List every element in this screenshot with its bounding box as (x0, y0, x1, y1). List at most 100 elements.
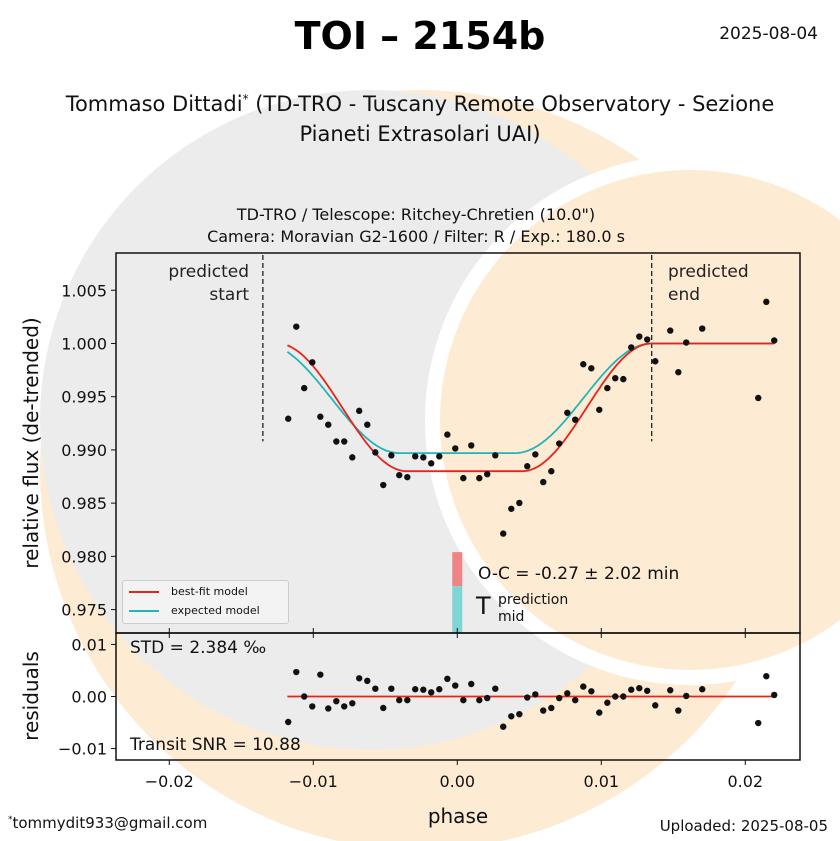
data-point (436, 453, 443, 460)
light-curve-panel (115, 252, 801, 634)
residual-point (652, 702, 659, 709)
residual-point (516, 710, 523, 718)
data-point (620, 375, 627, 383)
residual-point (404, 696, 411, 704)
data-point (699, 325, 706, 332)
residual-point (532, 691, 539, 698)
residual-point (420, 686, 427, 693)
data-point (612, 374, 619, 382)
residual-point (412, 686, 419, 693)
data-point (301, 384, 308, 392)
data-point (771, 337, 778, 344)
data-point (356, 407, 363, 415)
residual-point (476, 696, 483, 704)
data-point (636, 333, 643, 340)
data-point (524, 463, 531, 470)
x-tick-label: −0.01 (289, 772, 338, 791)
residual-point (620, 693, 627, 700)
residual-point (771, 691, 778, 699)
uploaded-date: Uploaded: 2025-08-05 (659, 817, 828, 835)
residual-point (341, 703, 348, 710)
legend-swatch-best-fit (129, 590, 159, 593)
data-point (556, 440, 563, 447)
y-axis-label: relative flux (de-trended) (19, 317, 43, 568)
data-point (675, 369, 682, 376)
residual-point (428, 689, 435, 696)
residual-point (683, 692, 690, 700)
predicted-end-label-1: predicted (668, 262, 749, 282)
residual-point (548, 704, 555, 712)
residual-point (460, 696, 467, 704)
tmid-main: T (476, 592, 491, 620)
predicted-end-label-2: end (668, 285, 700, 305)
data-point (683, 339, 690, 346)
data-point (548, 468, 555, 475)
data-point (325, 421, 332, 428)
residual-point (285, 718, 292, 726)
data-point (444, 431, 451, 438)
data-point (572, 416, 579, 423)
residual-point (556, 694, 563, 702)
data-point (404, 473, 411, 481)
std-annotation: STD = 2.384 ‰ (130, 638, 266, 658)
data-point (644, 336, 651, 343)
data-point (396, 471, 403, 479)
data-point (349, 454, 356, 461)
residual-point (612, 693, 619, 700)
data-point (604, 384, 611, 392)
residual-point (699, 686, 706, 693)
residual-point (333, 697, 340, 705)
legend-item-expected: expected model (129, 604, 260, 617)
subtitle-line-2: Camera: Moravian G2-1600 / Filter: R / E… (207, 227, 625, 246)
x-tick-label: 0.00 (439, 772, 475, 791)
email-mark: * (8, 815, 13, 825)
residual-point (317, 671, 324, 678)
residual-point (293, 668, 300, 676)
data-point (628, 344, 635, 351)
residual-point (644, 687, 651, 694)
residual-point (636, 684, 643, 692)
residual-y-tick-label: 0.00 (71, 688, 107, 707)
data-point (452, 445, 459, 452)
data-point (484, 470, 491, 478)
tmid-subscript: mid (498, 609, 525, 625)
data-point (540, 478, 547, 486)
data-point (755, 394, 762, 402)
tmid-annotation: T prediction mid (476, 592, 568, 625)
y-tick-label: 1.005 (61, 281, 107, 300)
y-tick-label: 0.995 (61, 388, 107, 407)
y-tick-label: 1.000 (61, 334, 107, 353)
data-point (420, 454, 427, 461)
data-point (333, 438, 340, 445)
residual-point (468, 680, 475, 688)
subtitle-line-1: TD-TRO / Telescope: Ritchey-Chretien (10… (236, 205, 596, 224)
residual-point (388, 685, 395, 692)
x-tick-label: −0.02 (145, 772, 194, 791)
residual-point (364, 677, 371, 685)
predicted-start-label-2: start (209, 285, 249, 305)
author-name: Tommaso Dittadi (65, 92, 243, 116)
data-point (532, 451, 539, 458)
best-fit-model-line (287, 342, 775, 473)
data-point (468, 442, 475, 449)
data-point (476, 474, 483, 482)
residual-point (604, 699, 611, 706)
residual-point (667, 687, 674, 694)
data-point (652, 358, 659, 365)
tmid-bar (452, 586, 463, 633)
residual-point (301, 693, 308, 700)
data-point (372, 449, 379, 456)
residual-y-tick-label: −0.01 (58, 740, 107, 759)
y-tick-label: 0.980 (61, 547, 107, 566)
residual-point (596, 709, 603, 716)
legend-label-best-fit: best-fit model (171, 585, 248, 598)
page-title: TOI – 2154b (294, 14, 546, 58)
residual-point (444, 675, 451, 683)
email-text: tommydit933@gmail.com (12, 814, 208, 832)
data-point (508, 505, 515, 512)
legend-item-best-fit: best-fit model (129, 585, 248, 598)
snr-annotation: Transit SNR = 10.88 (129, 735, 301, 755)
y-tick-label: 0.975 (61, 601, 107, 620)
x-tick-label: 0.01 (583, 772, 619, 791)
